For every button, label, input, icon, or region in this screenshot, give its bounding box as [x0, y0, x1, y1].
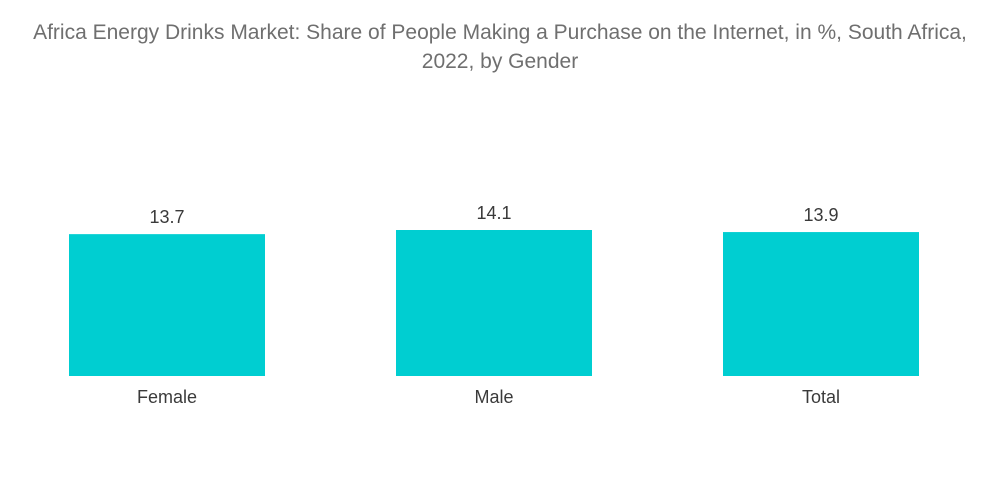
value-label-female: 13.7 [149, 207, 184, 227]
value-label-total: 13.9 [803, 205, 838, 225]
category-label-male: Male [474, 387, 513, 407]
category-label-female: Female [137, 387, 197, 407]
bar-female [69, 234, 265, 376]
labels-layer: 13.7 Female 14.1 Male 13.9 Total [137, 203, 840, 407]
chart-title: Africa Energy Drinks Market: Share of Pe… [33, 21, 967, 73]
value-label-male: 14.1 [476, 203, 511, 223]
bar-male [396, 230, 592, 376]
bars-layer [69, 230, 919, 376]
category-label-total: Total [802, 387, 840, 407]
bar-total [723, 232, 919, 376]
